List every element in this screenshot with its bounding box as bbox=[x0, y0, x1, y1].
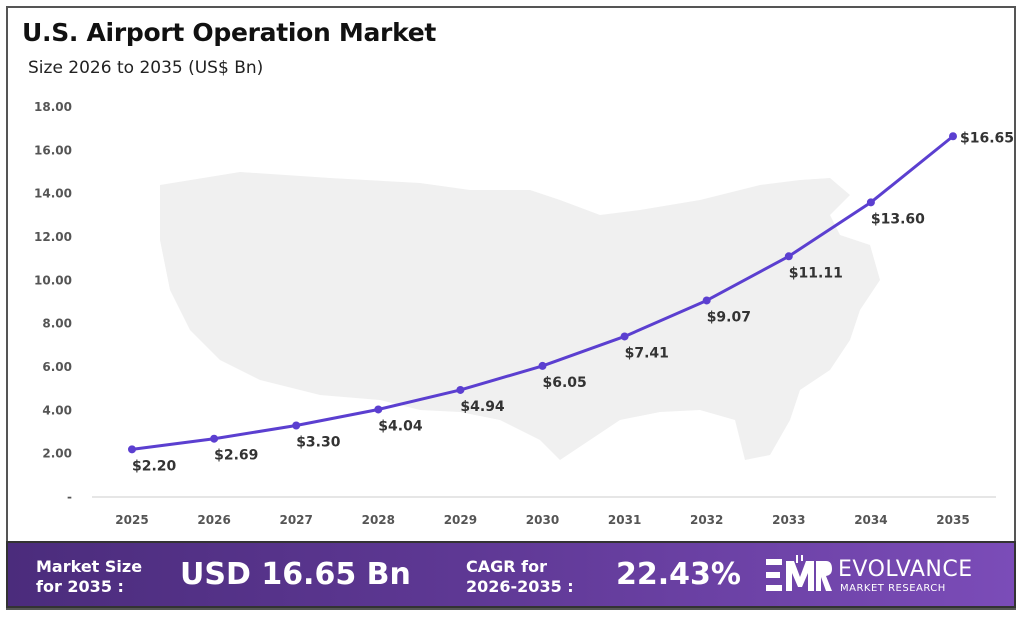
data-label: $13.60 bbox=[871, 211, 925, 227]
x-tick-label: 2028 bbox=[362, 513, 395, 527]
data-point bbox=[538, 361, 547, 370]
y-tick-label: 6.00 bbox=[42, 360, 72, 374]
x-tick-label: 2034 bbox=[854, 513, 887, 527]
data-point bbox=[292, 421, 301, 430]
data-point bbox=[866, 198, 875, 207]
market-size-label: Market Size for 2035 : bbox=[36, 557, 142, 597]
data-label: $7.41 bbox=[625, 345, 669, 361]
cagr-label-line1: CAGR for bbox=[466, 557, 547, 576]
x-tick-label: 2030 bbox=[526, 513, 559, 527]
data-label: $4.94 bbox=[460, 399, 505, 415]
data-label: $6.05 bbox=[543, 375, 587, 391]
x-tick-label: 2025 bbox=[115, 513, 148, 527]
data-point bbox=[784, 252, 793, 261]
y-tick-label: - bbox=[67, 490, 72, 504]
market-size-label-line1: Market Size bbox=[36, 557, 143, 576]
chart-subtitle: Size 2026 to 2035 (US$ Bn) bbox=[28, 58, 264, 78]
market-size-label-line2: for 2035 : bbox=[36, 577, 124, 596]
y-tick-label: 2.00 bbox=[42, 447, 72, 461]
data-label: $11.11 bbox=[789, 265, 843, 281]
x-tick-label: 2033 bbox=[772, 513, 805, 527]
data-point bbox=[702, 296, 711, 305]
chart-title: U.S. Airport Operation Market bbox=[22, 18, 437, 47]
logo-subtitle: MARKET RESEARCH bbox=[840, 583, 946, 594]
y-tick-label: 12.00 bbox=[34, 230, 72, 244]
data-label: $4.04 bbox=[378, 418, 423, 434]
data-label: $2.69 bbox=[214, 448, 258, 464]
cagr-label-line2: 2026-2035 : bbox=[466, 577, 574, 596]
x-tick-label: 2031 bbox=[608, 513, 641, 527]
market-size-value: USD 16.65 Bn bbox=[180, 557, 411, 592]
data-point bbox=[210, 434, 219, 443]
data-point bbox=[949, 132, 957, 141]
summary-banner: Market Size for 2035 : USD 16.65 Bn CAGR… bbox=[6, 541, 1016, 608]
line-chart: - 2.00 4.00 6.00 8.00 10.00 12.00 14.00 16.00 18.… bbox=[34, 100, 1014, 527]
data-point bbox=[374, 405, 383, 414]
data-label: $2.20 bbox=[132, 458, 177, 474]
x-tick-label: 2029 bbox=[444, 513, 477, 527]
data-point bbox=[620, 332, 629, 341]
y-tick-label: 14.00 bbox=[34, 187, 72, 201]
us-map-silhouette bbox=[160, 172, 880, 460]
data-label: $16.65 bbox=[960, 130, 1014, 146]
x-tick-label: 2027 bbox=[279, 513, 312, 527]
data-point bbox=[128, 445, 136, 454]
x-tick-label: 2026 bbox=[197, 513, 230, 527]
y-tick-label: 18.00 bbox=[34, 100, 72, 114]
cagr-value: 22.43% bbox=[616, 557, 741, 592]
logo-name: EVOLVANCE bbox=[838, 557, 973, 582]
data-point bbox=[456, 385, 465, 394]
x-tick-label: 2032 bbox=[690, 513, 723, 527]
y-tick-label: 8.00 bbox=[42, 317, 72, 331]
data-label: $3.30 bbox=[296, 435, 341, 451]
y-tick-label: 16.00 bbox=[34, 143, 72, 157]
y-tick-label: 10.00 bbox=[34, 273, 72, 287]
y-tick-label: 4.00 bbox=[42, 403, 72, 417]
x-tick-label: 2035 bbox=[936, 513, 969, 527]
cagr-label: CAGR for 2026-2035 : bbox=[466, 557, 574, 597]
emr-logo-icon bbox=[766, 555, 832, 591]
data-label: $9.07 bbox=[707, 309, 751, 325]
